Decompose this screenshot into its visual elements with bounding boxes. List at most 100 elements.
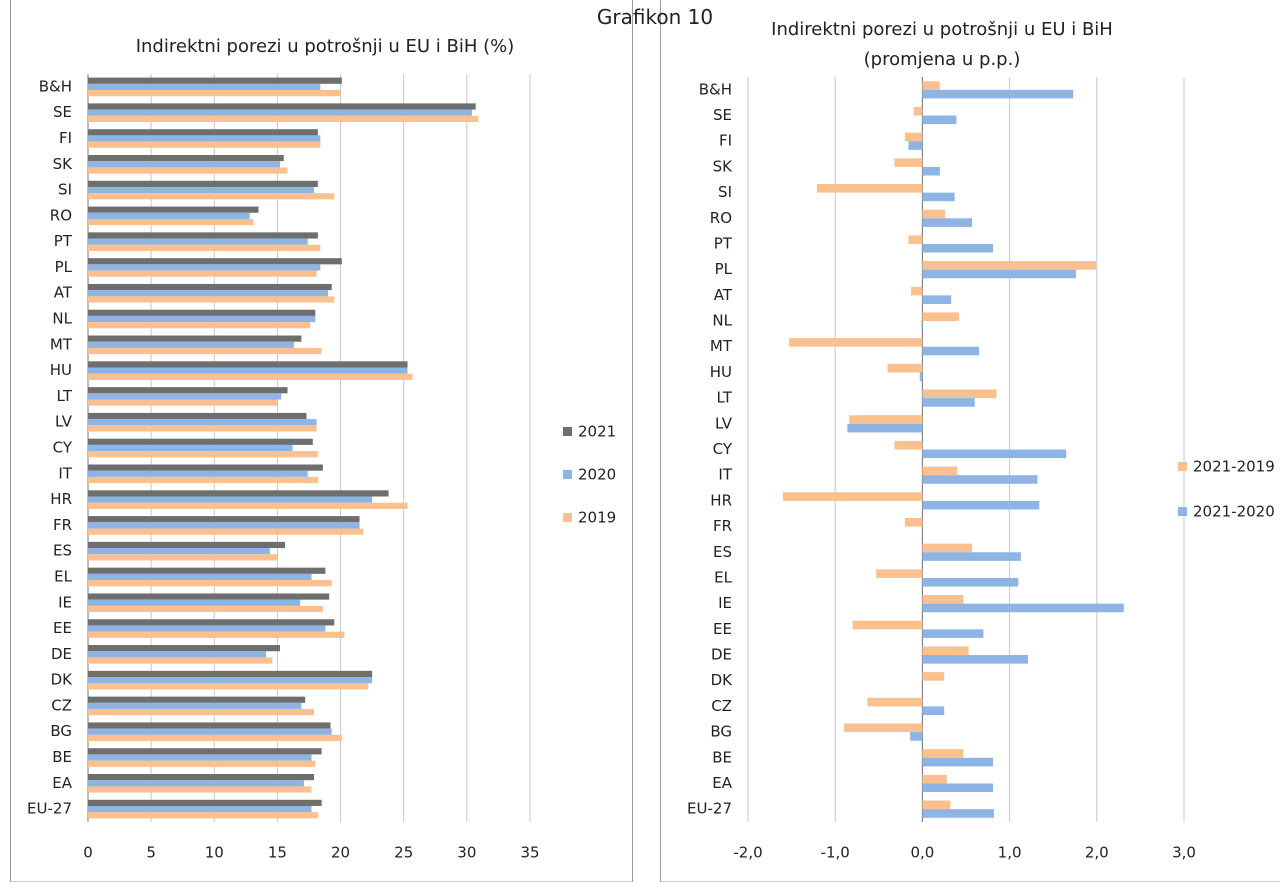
bar — [88, 258, 342, 265]
bar — [922, 449, 1067, 459]
bar — [88, 341, 294, 348]
chart-title: Indirektni porezi u potrošnji u EU i BiH — [771, 19, 1113, 40]
bar — [88, 567, 326, 574]
y-tick-label: SK — [53, 155, 74, 173]
y-tick-label: ES — [53, 542, 72, 560]
bar — [904, 132, 923, 142]
y-tick-label: CY — [713, 440, 733, 458]
y-tick-label: B&H — [699, 80, 732, 98]
bar — [88, 135, 321, 142]
bar — [88, 696, 306, 703]
bar — [922, 655, 1028, 664]
bar — [88, 748, 322, 755]
bar — [88, 419, 317, 426]
bar — [88, 283, 332, 291]
bar — [922, 389, 997, 399]
bar — [88, 573, 312, 581]
x-tick-label: 0,0 — [910, 844, 934, 862]
bar — [88, 180, 318, 187]
bar — [922, 192, 955, 202]
bar — [88, 502, 408, 509]
bar — [922, 295, 952, 304]
bar — [88, 218, 254, 226]
legend-swatch — [563, 427, 572, 436]
bar — [88, 683, 369, 690]
bar — [88, 109, 472, 116]
y-tick-label: SK — [713, 157, 734, 175]
y-tick-label: EA — [712, 774, 732, 792]
bar — [88, 464, 323, 471]
x-tick-label: 2,0 — [1085, 844, 1109, 862]
y-tick-label: PT — [54, 232, 73, 250]
bar — [88, 580, 332, 587]
y-tick-label: ES — [713, 543, 732, 561]
y-tick-label: FI — [719, 132, 732, 150]
x-tick-label: 20 — [331, 844, 350, 862]
bar — [922, 115, 957, 125]
bar — [922, 243, 994, 253]
bar — [88, 129, 318, 136]
bar — [88, 141, 321, 148]
bar — [88, 631, 345, 638]
bar — [88, 367, 408, 374]
bar — [88, 593, 330, 600]
bar — [88, 347, 322, 355]
bar — [908, 235, 923, 244]
bar — [88, 412, 307, 420]
bar — [922, 500, 1040, 510]
bar — [88, 264, 321, 271]
y-tick-label: PL — [55, 258, 73, 276]
bar — [922, 312, 960, 322]
bar — [88, 444, 293, 452]
bar — [88, 193, 335, 200]
bar — [922, 595, 964, 604]
bar — [867, 697, 923, 707]
bar — [88, 451, 318, 458]
bar — [852, 620, 923, 630]
right-panel — [660, 0, 1280, 882]
bar — [88, 806, 312, 813]
y-tick-label: FR — [53, 516, 72, 534]
bar — [88, 425, 317, 432]
bar — [922, 81, 940, 90]
bar — [922, 706, 945, 715]
y-tick-label: NL — [712, 312, 732, 330]
bar — [88, 89, 341, 97]
y-tick-label: CZ — [51, 696, 72, 714]
bar — [88, 645, 280, 652]
y-tick-label: IE — [718, 594, 732, 612]
legend-label: 2019 — [578, 509, 616, 527]
legend-label: 2020 — [578, 466, 616, 484]
bar — [788, 338, 923, 347]
bar — [88, 167, 288, 174]
bar — [816, 184, 923, 193]
y-tick-label: B&H — [39, 77, 72, 95]
bar — [922, 89, 1074, 99]
x-tick-label: 25 — [394, 844, 413, 862]
bar — [88, 154, 284, 162]
bar — [88, 786, 312, 793]
bar — [908, 141, 923, 150]
bar — [904, 517, 923, 527]
bar — [922, 646, 969, 656]
bar — [88, 387, 288, 394]
legend-swatch — [563, 513, 572, 522]
page-title: Grafikon 10 — [597, 5, 713, 29]
bar — [88, 799, 322, 807]
bar — [88, 754, 312, 761]
y-tick-label: HR — [50, 490, 72, 508]
bar — [88, 760, 316, 767]
bar — [88, 361, 408, 368]
bar — [847, 423, 923, 433]
bar — [922, 346, 980, 356]
y-tick-label: FR — [713, 517, 732, 535]
y-tick-label: BE — [52, 748, 72, 766]
bar — [922, 809, 994, 818]
bar — [894, 158, 923, 167]
x-tick-label: 30 — [457, 844, 476, 862]
bar — [88, 309, 316, 316]
y-tick-label: EL — [714, 568, 732, 586]
y-tick-label: EL — [54, 567, 72, 585]
chart-subtitle: (promjena u p.p.) — [864, 49, 1021, 70]
y-tick-label: LV — [55, 413, 73, 431]
